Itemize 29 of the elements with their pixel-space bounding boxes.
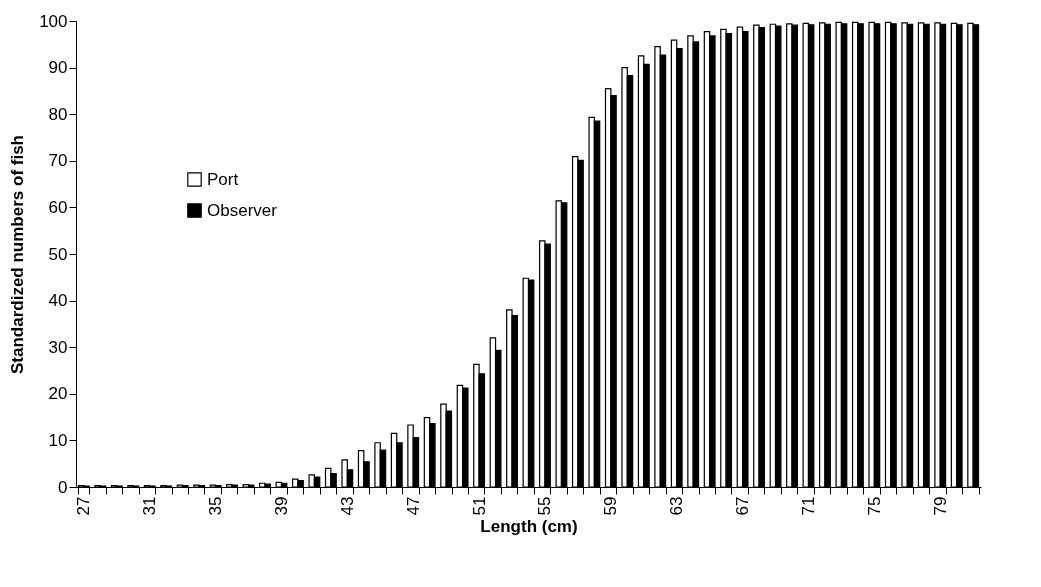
x-tick-label: 39 <box>271 496 291 516</box>
y-tick-label: 30 <box>48 337 68 357</box>
legend-label: Observer <box>207 200 278 220</box>
legend-label: Port <box>207 169 239 189</box>
y-tick-label: 20 <box>48 384 68 404</box>
y-tick-label: 60 <box>48 197 68 217</box>
x-tick-label: 27 <box>74 496 94 516</box>
x-tick-label: 35 <box>206 496 226 516</box>
x-tick-label: 47 <box>403 496 423 516</box>
x-tick-label: 59 <box>601 496 621 516</box>
x-tick-label: 43 <box>337 496 357 516</box>
x-tick-label: 63 <box>667 496 687 516</box>
y-tick-label: 100 <box>39 11 68 31</box>
x-axis-title: Length (cm) <box>480 517 578 537</box>
x-tick-label: 79 <box>930 496 950 516</box>
y-axis-title: Standardized numbers of fish <box>8 135 28 374</box>
x-tick-label: 31 <box>140 496 160 516</box>
y-tick-label: 10 <box>48 430 68 450</box>
x-tick-label: 75 <box>864 496 884 516</box>
y-tick-label: 50 <box>48 244 68 264</box>
y-tick-label: 0 <box>58 477 68 497</box>
x-tick-label: 67 <box>733 496 753 516</box>
x-tick-label: 51 <box>469 496 489 516</box>
y-tick-label: 90 <box>48 58 68 78</box>
x-tick-label: 71 <box>798 496 818 516</box>
y-tick-label: 40 <box>48 291 68 311</box>
y-tick-label: 70 <box>48 151 68 171</box>
y-tick-label: 80 <box>48 104 68 124</box>
x-tick-label: 55 <box>535 496 555 516</box>
